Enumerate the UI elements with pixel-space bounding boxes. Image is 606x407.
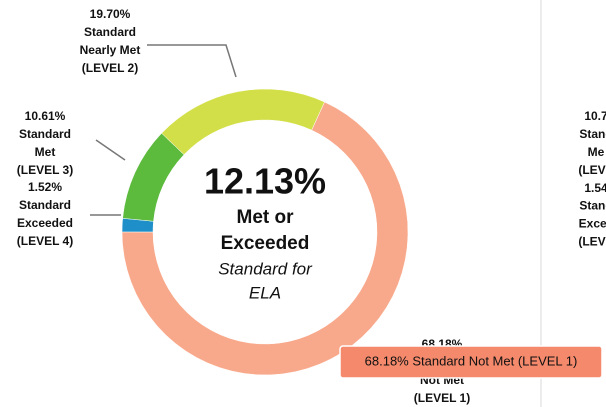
donut-segment xyxy=(161,88,325,155)
value-label: 10.61% xyxy=(25,109,66,123)
category-label: Exceeded xyxy=(17,216,73,230)
side-label: Stand xyxy=(579,127,606,141)
category-label: Standard xyxy=(84,25,136,39)
side-label: (LEVE xyxy=(578,234,606,248)
donut-segment xyxy=(121,101,409,376)
side-label: Me xyxy=(588,145,605,159)
center-caption: ELA xyxy=(249,283,281,302)
category-label: (LEVEL 3) xyxy=(17,163,73,177)
donut xyxy=(121,88,409,376)
side-label: 10.7 xyxy=(584,109,606,123)
tooltip: 68.18% Standard Not Met (LEVEL 1) xyxy=(339,345,603,379)
value-label: 19.70% xyxy=(90,7,131,21)
category-label: Standard xyxy=(19,127,71,141)
category-label: Met xyxy=(35,145,56,159)
side-label: Stand xyxy=(579,199,606,213)
leader-line xyxy=(95,139,126,161)
category-label: Nearly Met xyxy=(80,43,141,57)
category-label: (LEVEL 2) xyxy=(82,61,138,75)
center-line: Exceeded xyxy=(221,233,310,254)
center-line: Met or xyxy=(237,207,295,228)
donut-segment xyxy=(122,132,185,222)
center-value: 12.13% xyxy=(204,161,326,202)
leader-line xyxy=(147,44,237,78)
side-label: 1.54 xyxy=(584,181,606,195)
side-label: (LEVE xyxy=(578,163,606,177)
category-label: Standard xyxy=(19,198,71,212)
center-caption: Standard for xyxy=(218,259,313,278)
value-label: 1.52% xyxy=(28,180,62,194)
tooltip-text: 68.18% Standard Not Met (LEVEL 1) xyxy=(365,353,578,368)
category-label: (LEVEL 4) xyxy=(17,234,73,248)
tooltip-box xyxy=(339,345,603,379)
category-label: (LEVEL 1) xyxy=(414,391,470,405)
side-panel: 10.7 Stand Me (LEVE 1.54 Stand Excee (LEVE xyxy=(578,109,606,248)
side-label: Excee xyxy=(579,217,606,231)
